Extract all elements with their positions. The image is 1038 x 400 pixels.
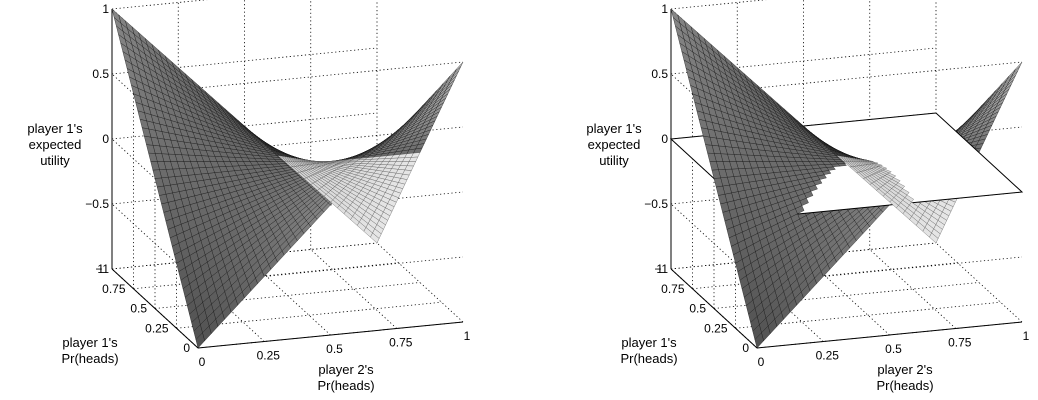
surface [111, 8, 464, 349]
y-tick-label: 0.5 [689, 302, 706, 316]
axes [111, 9, 464, 349]
z-tick-label: 0.5 [651, 67, 668, 81]
x-tick-label: 1 [1023, 329, 1030, 343]
surface-cell [454, 61, 464, 74]
x-axis-line [756, 321, 1023, 349]
grid-line [133, 262, 399, 290]
z-axis-label: utility [599, 153, 629, 168]
surface-cell [111, 8, 122, 24]
surface-cell [670, 8, 681, 24]
y-axis-label: Pr(heads) [620, 351, 677, 366]
grid-line [310, 249, 398, 329]
y-tick-label: 0.5 [130, 302, 147, 316]
x-tick-label: 0.25 [816, 349, 840, 363]
y-tick-label: 0.25 [704, 321, 728, 335]
grid-line [177, 262, 265, 342]
z-tick-label: −0.5 [644, 197, 668, 211]
surface-plot-left: 0 0.25 0.5 0.75 100.250.50.751−1−0.500.51pla… [27, 0, 471, 393]
grid-line [176, 301, 442, 329]
y-tick-label: 1 [97, 262, 104, 276]
y-tick-label: 1 [656, 262, 663, 276]
z-tick-label: 1 [661, 2, 668, 16]
grid-line [756, 61, 1023, 89]
x-axis-label: Pr(heads) [317, 378, 374, 393]
x-tick-label: 0 [199, 355, 206, 369]
y-axis-label: player 1's [62, 335, 118, 350]
x-axis-label: player 2's [318, 362, 374, 377]
grid-line [244, 255, 331, 336]
grid-line [803, 255, 890, 336]
z-axis-label: expected [588, 137, 641, 152]
grid-line [735, 301, 1001, 329]
grid-line [197, 126, 464, 154]
z-tick-label: 0 [102, 132, 109, 146]
z-tick-label: −1 [95, 262, 109, 276]
ticks: 0 0.25 0.5 0.75 100.250.50.751−1−0.500.51 [644, 2, 1029, 369]
grid-line [197, 256, 464, 284]
y-tick-label: 0 [183, 341, 190, 355]
z-tick-label: 1 [102, 2, 109, 16]
x-tick-label: 0 [758, 355, 765, 369]
x-axis-label: player 2's [877, 362, 933, 377]
grid-line [736, 262, 824, 342]
z-tick-label: 0 [661, 132, 668, 146]
grid-line [154, 282, 421, 309]
grid-line [869, 249, 957, 329]
grid-line [197, 61, 464, 89]
x-tick-label: 0.25 [257, 349, 281, 363]
y-axis-label: player 1's [621, 335, 677, 350]
y-axis-line [111, 268, 199, 349]
z-tick-label: −1 [654, 262, 668, 276]
x-tick-label: 0.75 [948, 336, 972, 350]
z-axis-label: player 1's [586, 121, 642, 136]
z-tick-label: −0.5 [85, 197, 109, 211]
y-tick-label: 0.75 [102, 282, 126, 296]
y-axis-line [670, 268, 758, 349]
x-tick-label: 0.75 [389, 336, 413, 350]
z-axis-label: utility [40, 153, 70, 168]
grid-line [756, 256, 1023, 284]
z-axis-label: player 1's [27, 121, 83, 136]
ticks: 0 0.25 0.5 0.75 100.250.50.751−1−0.500.51 [85, 2, 470, 369]
x-axis-label: Pr(heads) [876, 378, 933, 393]
surface-plot-right: 0 0.25 0.5 0.75 100.250.50.751−1−0.500.51pla… [586, 0, 1030, 393]
x-axis-line [197, 321, 464, 349]
z-axis-label: expected [29, 137, 82, 152]
x-tick-label: 0.5 [885, 342, 902, 356]
x-tick-label: 0.5 [326, 342, 343, 356]
grid-line [376, 242, 464, 323]
surface [669, 8, 1024, 349]
z-tick-label: 0.5 [92, 67, 109, 81]
y-tick-label: 0 [742, 341, 749, 355]
y-tick-label: 0.25 [145, 321, 169, 335]
grid-line [713, 282, 980, 309]
y-tick-label: 0.75 [661, 282, 685, 296]
y-axis-label: Pr(heads) [61, 351, 118, 366]
grid-line [692, 262, 958, 290]
grid-line [935, 242, 1023, 323]
surface-cell [1013, 61, 1023, 74]
x-tick-label: 1 [464, 329, 471, 343]
